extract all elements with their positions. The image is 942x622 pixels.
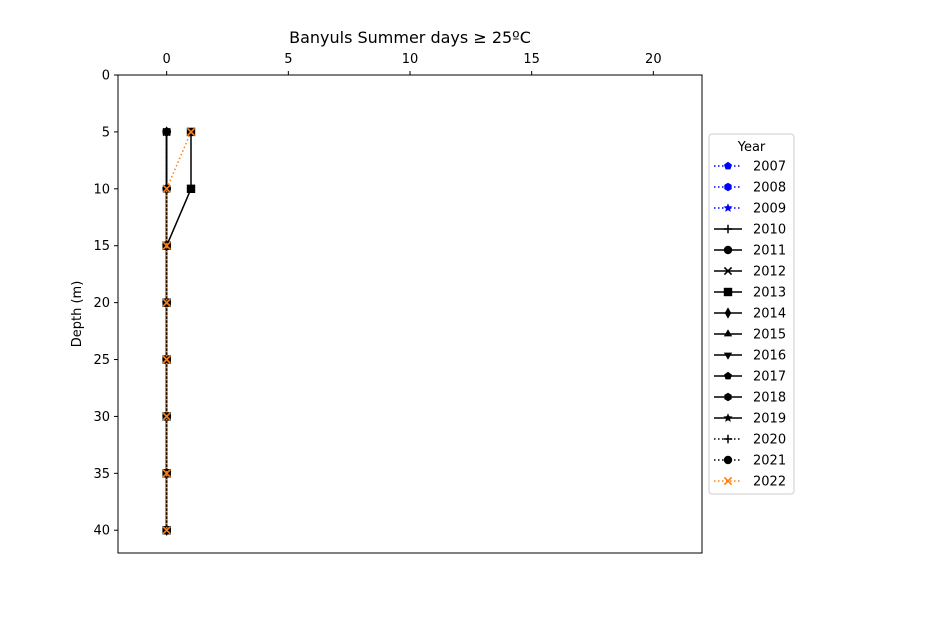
series-layer [162, 126, 196, 536]
y-tick-label: 0 [102, 69, 110, 84]
legend-swatch-marker [724, 392, 732, 402]
legend-title: Year [737, 140, 766, 155]
legend-swatch-marker [723, 455, 733, 465]
chart-title: Banyuls Summer days ≥ 25ºC [289, 28, 531, 47]
data-point-2022 [162, 184, 171, 193]
data-point-2022 [162, 241, 171, 250]
legend-label: 2014 [753, 307, 786, 322]
x-tick-label: 0 [163, 52, 171, 67]
series-2022 [162, 127, 196, 535]
y-tick-label: 15 [93, 239, 110, 254]
series-line-2022 [165, 131, 192, 531]
legend-swatch-marker [723, 203, 733, 212]
x-tick-label: 10 [402, 52, 419, 67]
y-tick-label: 20 [93, 296, 110, 311]
legend: Year 2007 2008 2009 2010 2011 2012 2013 2014 201… [708, 133, 795, 495]
legend-item-2015: 2015 [714, 328, 786, 343]
legend-label: 2016 [753, 349, 786, 364]
legend-swatch-marker [723, 476, 733, 486]
legend-swatch-marker [723, 245, 733, 255]
legend-swatch-marker [723, 287, 733, 297]
legend-swatch-marker [723, 266, 733, 276]
legend-item-2009: 2009 [714, 202, 786, 217]
legend-label: 2012 [753, 265, 786, 280]
legend-label: 2009 [753, 202, 786, 217]
y-tick-label: 25 [93, 353, 110, 368]
y-tick-label: 35 [93, 467, 110, 482]
legend-label: 2013 [753, 286, 786, 301]
legend-item-2013: 2013 [714, 286, 786, 301]
y-axis-label: Depth (m) [70, 281, 85, 348]
legend-item-2020: 2020 [714, 433, 786, 448]
legend-items: 2007 2008 2009 2010 2011 2012 2013 2014 2015 2016… [714, 160, 786, 490]
data-point-2013 [186, 184, 196, 194]
legend-label: 2018 [753, 391, 786, 406]
data-point-2022 [162, 355, 171, 364]
legend-label: 2015 [753, 328, 786, 343]
legend-item-2012: 2012 [714, 265, 786, 280]
x-tick-label: 5 [284, 52, 292, 67]
legend-item-2021: 2021 [714, 454, 786, 469]
legend-item-2017: 2017 [714, 370, 786, 385]
plot-frame [117, 74, 703, 554]
legend-swatch-marker [724, 161, 732, 170]
legend-box [708, 133, 795, 495]
legend-swatch-marker [724, 307, 732, 319]
legend-item-2010: 2010 [714, 223, 786, 238]
legend-label: 2022 [753, 475, 786, 490]
data-point-2022 [162, 412, 171, 421]
legend-label: 2007 [753, 160, 786, 175]
legend-label: 2019 [753, 412, 786, 427]
legend-item-2022: 2022 [714, 475, 786, 490]
y-tick-label: 40 [93, 524, 110, 539]
y-axis: 0 5 10 15 20 25 30 35 40 [93, 69, 118, 539]
legend-label: 2017 [753, 370, 786, 385]
x-tick-label: 20 [645, 52, 662, 67]
legend-item-2007: 2007 [714, 160, 786, 175]
legend-item-2019: 2019 [714, 412, 786, 427]
legend-item-2014: 2014 [714, 307, 786, 322]
x-axis: 0 5 10 15 20 [163, 52, 662, 75]
data-point-2022 [186, 127, 196, 137]
legend-label: 2011 [753, 244, 786, 259]
legend-label: 2010 [753, 223, 786, 238]
legend-swatch-marker [723, 434, 733, 444]
legend-swatch-marker [724, 182, 732, 192]
legend-item-2018: 2018 [714, 391, 786, 406]
legend-swatch-marker [723, 413, 733, 422]
data-point-2022 [162, 298, 171, 307]
legend-item-2011: 2011 [714, 244, 786, 259]
data-point-2022 [162, 526, 171, 535]
legend-item-2008: 2008 [714, 181, 786, 196]
y-tick-label: 10 [93, 182, 110, 197]
legend-swatch-marker [723, 224, 733, 234]
legend-swatch-marker [723, 352, 733, 360]
y-tick-label: 5 [102, 125, 110, 140]
plot-area [117, 74, 703, 554]
legend-swatch-marker [723, 329, 733, 337]
legend-item-2016: 2016 [714, 349, 786, 364]
data-point-2021 [162, 127, 171, 137]
legend-label: 2020 [753, 433, 786, 448]
legend-swatch-marker [724, 371, 732, 380]
legend-label: 2008 [753, 181, 786, 196]
data-point-2022 [162, 469, 171, 478]
legend-label: 2021 [753, 454, 786, 469]
y-tick-label: 30 [93, 410, 110, 425]
x-tick-label: 15 [523, 52, 540, 67]
